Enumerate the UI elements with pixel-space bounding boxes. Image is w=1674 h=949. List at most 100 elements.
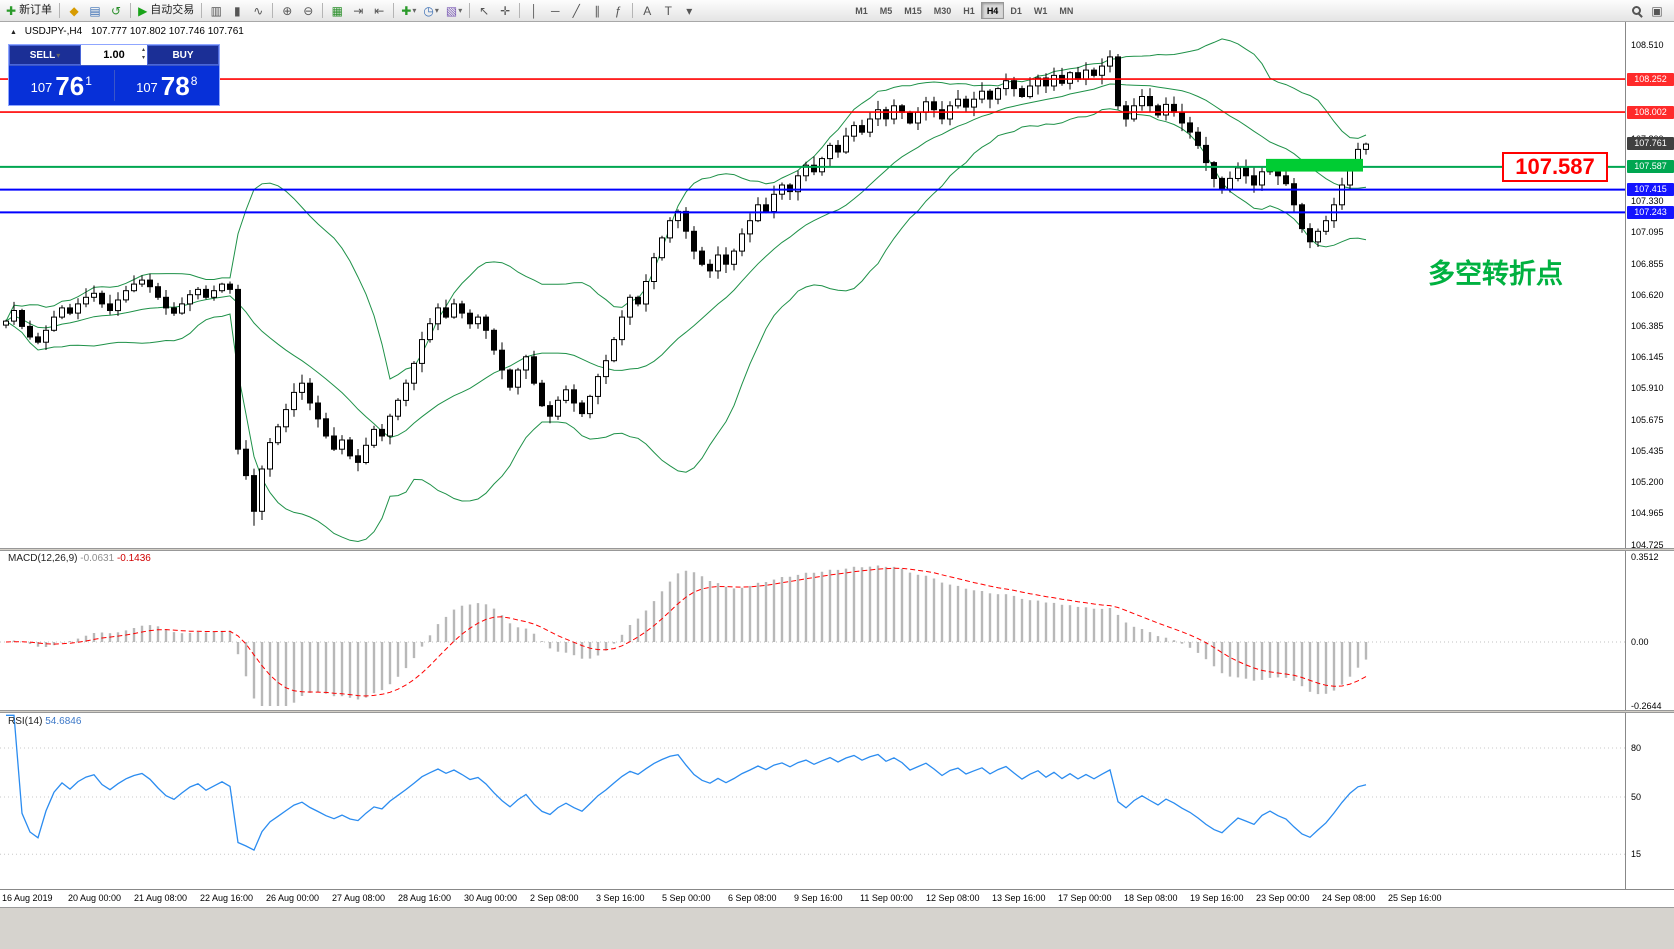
macd-signal-line <box>5 567 1367 697</box>
timeframe-button-h4[interactable]: H4 <box>980 2 1005 19</box>
sell-price-button[interactable]: 107 76 1 <box>9 66 114 105</box>
buy-mode-button[interactable]: BUY <box>147 45 219 65</box>
market-watch-icon[interactable]: ◆ <box>69 3 79 18</box>
candle <box>403 379 409 407</box>
candle <box>531 350 537 386</box>
crosshair-icon[interactable]: ✛ <box>500 3 511 18</box>
candle <box>227 281 233 294</box>
candle <box>59 305 65 320</box>
buy-label: BUY <box>172 49 194 61</box>
candle <box>1067 71 1073 90</box>
cursor-icon[interactable]: ↖ <box>479 3 490 18</box>
auto-scroll-icon[interactable]: ⇥ <box>353 3 364 18</box>
navigator-icon[interactable]: ↺ <box>111 3 122 18</box>
panel-separator[interactable] <box>0 710 1674 713</box>
rsi-line <box>6 714 1367 851</box>
timeframe-button-m30[interactable]: M30 <box>933 5 952 16</box>
bollinger-bands <box>5 38 1367 543</box>
macd-canvas[interactable] <box>0 551 1625 710</box>
vertical-line-icon[interactable]: │ <box>530 3 538 18</box>
price-axis-label: 108.510 <box>1631 40 1664 50</box>
candle <box>747 213 753 243</box>
timeframe-button-m1[interactable]: M1 <box>855 5 868 16</box>
rsi-canvas[interactable] <box>0 713 1625 889</box>
timeframe-button-m5[interactable]: M5 <box>879 5 893 16</box>
timeframe-button-mn[interactable]: MN <box>1059 5 1074 16</box>
search-icon[interactable] <box>1626 1 1646 20</box>
level-price-badge: 107.587 <box>1627 160 1674 174</box>
sell-price-base: 107 <box>30 80 53 95</box>
candle <box>811 156 817 176</box>
timeframe-button-w1[interactable]: W1 <box>1033 5 1048 16</box>
candle <box>571 384 577 412</box>
price-chart-canvas[interactable] <box>0 22 1625 548</box>
toolbar-left-group: ✚ 新订单 ◆ ▤ ↺ ▶ 自动交易 ▥ ▮ ∿ ⊕ ⊖ ▦ ⇥ ⇤ ✚ ▾ ◷ ▾ ▧ ▾ ↖ ✛ │ ─ ╱ ∥ ƒ A T ▾ <box>3 1 699 20</box>
volume-spinner[interactable]: ▴ ▾ <box>142 46 145 63</box>
buy-price-button[interactable]: 107 78 8 <box>115 66 220 105</box>
candle <box>107 294 113 315</box>
candle <box>1235 162 1241 182</box>
candlestick-chart-icon[interactable]: ▮ <box>233 3 241 18</box>
data-window-icon[interactable]: ▤ <box>89 3 101 18</box>
timeframe-button-d1[interactable]: D1 <box>1010 5 1022 16</box>
line-chart-icon[interactable]: ∿ <box>253 3 264 18</box>
price-callout[interactable]: 107.587 <box>1502 152 1608 182</box>
candle <box>883 106 889 127</box>
time-axis-label: 5 Sep 00:00 <box>662 893 711 903</box>
zoom-out-icon[interactable]: ⊖ <box>303 3 314 18</box>
candle <box>603 354 609 384</box>
candle <box>923 96 929 121</box>
candle <box>443 299 449 319</box>
shapes-icon[interactable]: ▾ <box>686 3 693 18</box>
timeframe-button-h1[interactable]: H1 <box>963 5 975 16</box>
candle <box>555 396 561 420</box>
level-price-badge: 108.002 <box>1627 105 1674 119</box>
rsi-scale-label: 15 <box>1631 849 1642 860</box>
chart-shift-icon[interactable]: ⇤ <box>374 3 385 18</box>
sell-mode-button[interactable]: SELL ▾ <box>9 45 81 65</box>
one-click-collapse-icon[interactable]: ▲ <box>10 29 17 36</box>
highlight-rect[interactable] <box>1266 158 1363 172</box>
candle <box>643 274 649 312</box>
volume-input[interactable]: 1.00 ▴ ▾ <box>81 45 147 65</box>
candle <box>235 284 241 455</box>
candle <box>339 435 345 455</box>
new-order-button[interactable]: ✚ 新订单 <box>6 3 53 18</box>
candle <box>283 403 289 433</box>
sell-dropdown-icon[interactable]: ▾ <box>56 50 61 60</box>
candle <box>43 325 49 350</box>
text-icon[interactable]: A <box>643 3 652 18</box>
timeframe-button-m15[interactable]: M15 <box>904 5 922 16</box>
text-label-icon[interactable]: T <box>664 3 672 18</box>
rsi-scale-label: 50 <box>1631 792 1642 802</box>
sell-price-sup: 1 <box>85 74 92 88</box>
tile-windows-icon[interactable]: ▦ <box>331 3 343 18</box>
candle <box>499 342 505 380</box>
time-axis-label: 11 Sep 00:00 <box>860 893 913 903</box>
templates-button[interactable]: ▧ ▾ <box>445 3 463 18</box>
indicators-button[interactable]: ✚ ▾ <box>401 3 417 18</box>
zoom-in-icon[interactable]: ⊕ <box>282 3 293 18</box>
toolbox-icon[interactable]: ▣ <box>1651 3 1663 18</box>
panel-separator[interactable] <box>0 548 1674 551</box>
time-axis-label: 28 Aug 16:00 <box>398 893 452 903</box>
channel-icon[interactable]: ∥ <box>594 3 601 18</box>
candle <box>179 297 185 315</box>
price-axis[interactable]: 108.510107.800107.330107.095106.855106.6… <box>1625 22 1674 889</box>
horizontal-level-lines[interactable] <box>0 78 1625 214</box>
time-axis[interactable]: 16 Aug 2019 20 Aug 00:00 21 Aug 08:00 22 Au… <box>0 889 1674 907</box>
candle <box>931 96 937 118</box>
periods-button[interactable]: ◷ ▾ <box>423 3 439 18</box>
price-axis-label: 107.095 <box>1631 226 1664 237</box>
bar-chart-icon[interactable]: ▥ <box>210 3 222 18</box>
auto-trading-button[interactable]: ▶ 自动交易 <box>138 3 195 18</box>
level-price-badge: 107.243 <box>1627 205 1674 219</box>
price-axis-label: 105.200 <box>1631 477 1664 488</box>
candle <box>1163 97 1169 121</box>
fibonacci-icon[interactable]: ƒ <box>614 3 622 18</box>
rsi-scale-label: 80 <box>1631 743 1642 753</box>
horizontal-line-icon[interactable]: ─ <box>550 3 560 18</box>
trendline-icon[interactable]: ╱ <box>572 3 580 18</box>
macd-signal-value: -0.1436 <box>116 553 151 564</box>
current-price-badge: 107.761 <box>1627 137 1674 151</box>
